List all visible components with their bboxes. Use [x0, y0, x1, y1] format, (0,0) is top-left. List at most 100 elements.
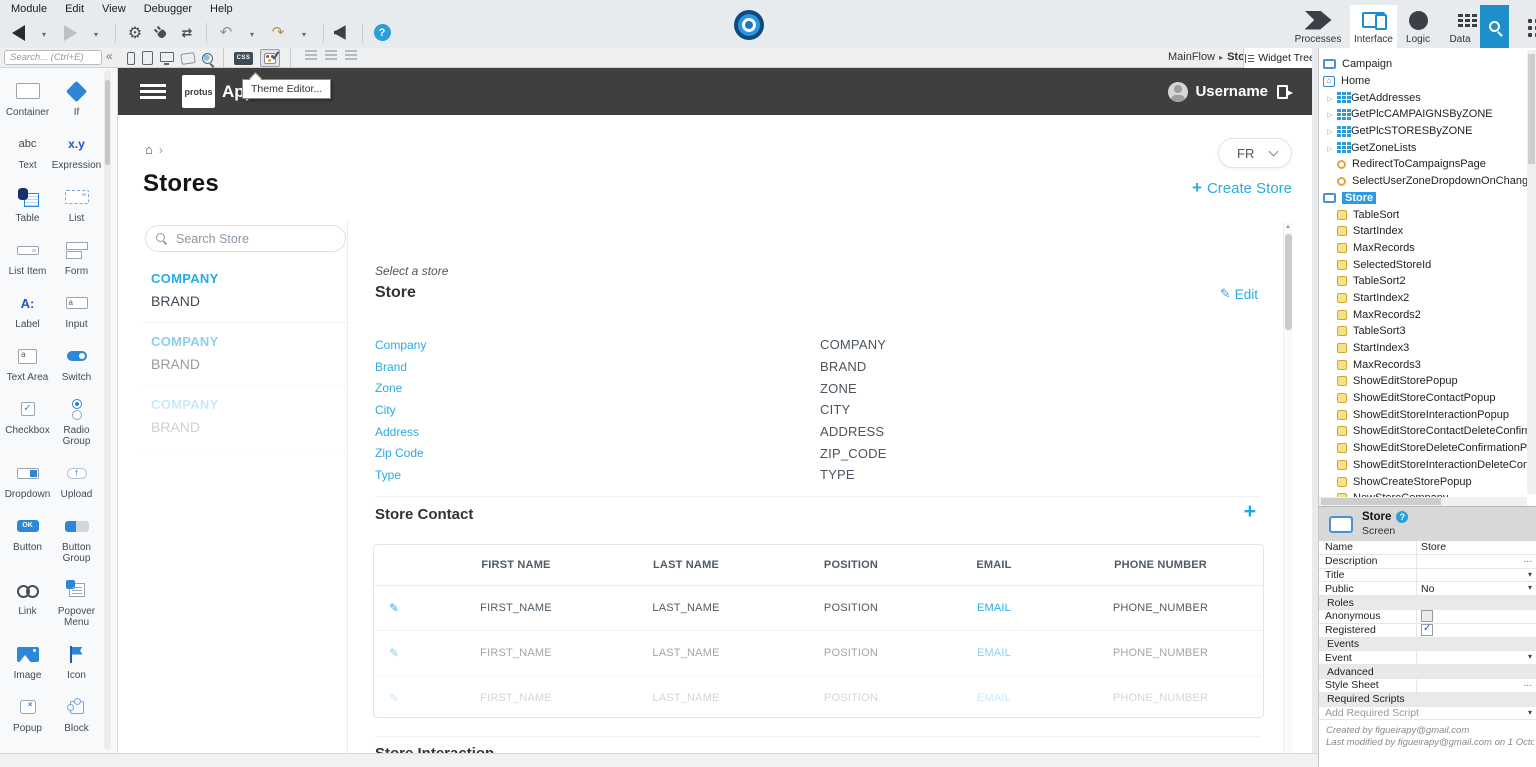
toolbox-item[interactable]: OK Button	[3, 515, 52, 564]
tab-interface[interactable]: Interface	[1350, 5, 1397, 48]
toolbox-item[interactable]: Image	[3, 643, 52, 681]
add-contact-button[interactable]: +	[1243, 500, 1256, 523]
property-value[interactable]	[1416, 623, 1536, 637]
collapse-sidebar-icon[interactable]: «	[106, 49, 113, 63]
tree-item[interactable]: GetZoneLists	[1319, 139, 1527, 156]
tree-item[interactable]: ShowEditStoreInteractionPopup	[1319, 406, 1527, 423]
tree-item[interactable]: ShowEditStoreContactPopup	[1319, 390, 1527, 407]
toolbox-item[interactable]: x.y Expression	[52, 133, 101, 171]
one-click-publish-button[interactable]	[734, 10, 764, 40]
store-list-item[interactable]: COMPANY BRAND	[143, 386, 347, 449]
property-value[interactable]: Store	[1416, 541, 1536, 554]
redo-history-dropdown[interactable]	[294, 22, 314, 44]
app-switcher-button[interactable]	[1512, 5, 1536, 48]
toolbox-item[interactable]: A: Label	[3, 292, 52, 331]
theme-editor-button[interactable]	[260, 49, 280, 67]
tree-item[interactable]: GetAddresses	[1319, 89, 1527, 106]
tree-item[interactable]: StartIndex	[1319, 223, 1527, 240]
tree-item[interactable]: SelectUserZoneDropdownOnChange	[1319, 173, 1527, 190]
property-row[interactable]: Style Sheet	[1319, 678, 1536, 693]
tree-item[interactable]: ShowEditStoreInteractionDeleteConfirmati	[1319, 457, 1527, 474]
tree-item[interactable]: TableSort2	[1319, 273, 1527, 290]
forward-button[interactable]	[60, 22, 80, 44]
toolbox-scrollbar[interactable]	[104, 70, 111, 750]
studio-search-input[interactable]	[4, 50, 102, 65]
tree-item[interactable]: ShowEditStoreContactDeleteConfirmationP	[1319, 423, 1527, 440]
tree-vertical-scrollbar[interactable]	[1527, 50, 1536, 494]
expander-icon[interactable]	[1327, 92, 1337, 104]
scrollbar-thumb[interactable]	[1285, 234, 1292, 330]
expander-icon[interactable]	[1327, 125, 1337, 137]
property-value[interactable]	[1416, 609, 1536, 623]
manage-dependencies-button[interactable]	[151, 22, 171, 44]
logout-icon[interactable]	[1277, 84, 1293, 99]
tree-item[interactable]: MaxRecords3	[1319, 356, 1527, 373]
phone-preview-button[interactable]	[127, 49, 135, 67]
scrollbar-thumb[interactable]	[1528, 54, 1535, 164]
tree-item[interactable]: GetPlcSTORESByZONE	[1319, 123, 1527, 140]
menu-item[interactable]: View	[102, 2, 126, 15]
contact-table-row[interactable]: FIRST_NAME LAST_NAME POSITION EMAIL PHON…	[374, 676, 1263, 717]
tab-data[interactable]: Data	[1439, 5, 1481, 48]
create-store-link[interactable]: + Create Store	[1192, 178, 1292, 198]
tablet-preview-button[interactable]	[142, 49, 153, 67]
widget-tree-toggle[interactable]: Widget Tree	[1243, 48, 1317, 68]
contact-email-link[interactable]: EMAIL	[976, 647, 1011, 659]
menu-item[interactable]: Help	[210, 2, 233, 15]
align-left-icon[interactable]	[305, 50, 317, 52]
hamburger-menu-icon[interactable]	[140, 84, 166, 87]
tree-item[interactable]: Store	[1319, 190, 1527, 207]
scrollbar-thumb[interactable]	[1321, 498, 1441, 505]
tree-item[interactable]: TableSort3	[1319, 323, 1527, 340]
scrollbar-thumb[interactable]	[105, 80, 110, 165]
toolbox-item[interactable]: a Text Area	[3, 345, 52, 383]
tab-processes[interactable]: Processes	[1286, 5, 1350, 48]
property-row[interactable]: Add Required Script	[1319, 706, 1536, 721]
menu-item[interactable]: Edit	[65, 2, 85, 15]
rotate-preview-button[interactable]	[180, 49, 196, 67]
property-row[interactable]: Name Store	[1319, 541, 1536, 555]
property-row[interactable]: Advanced	[1319, 665, 1536, 679]
edit-store-link[interactable]: Edit	[1220, 286, 1258, 302]
table-column-header[interactable]: POSITION	[823, 559, 879, 571]
table-column-header[interactable]: EMAIL	[976, 559, 1012, 571]
tree-item[interactable]: StartIndex2	[1319, 290, 1527, 307]
toolbox-item[interactable]: × Popup	[3, 696, 52, 734]
property-value[interactable]	[1416, 568, 1536, 582]
toolbox-item[interactable]: Dropdown	[3, 462, 52, 500]
tree-item[interactable]: GetPlcCAMPAIGNSByZONE	[1319, 106, 1527, 123]
expander-icon[interactable]	[1327, 108, 1337, 120]
property-row[interactable]: Required Scripts	[1319, 692, 1536, 707]
tree-item[interactable]: Home	[1319, 73, 1527, 90]
tree-item[interactable]: ShowEditStoreDeleteConfirmationPopup	[1319, 440, 1527, 457]
breadcrumb-flow[interactable]: MainFlow	[1168, 51, 1216, 63]
toolbox-item[interactable]: If	[52, 80, 101, 118]
tree-item[interactable]: TableSort	[1319, 206, 1527, 223]
property-value[interactable]	[1416, 678, 1536, 692]
store-list-item[interactable]: COMPANY BRAND	[143, 323, 347, 386]
app-logo[interactable]: protus	[182, 75, 215, 108]
help-button[interactable]	[372, 22, 392, 44]
settings-button[interactable]	[125, 22, 145, 44]
live-preview-button[interactable]	[202, 49, 213, 67]
toolbox-item[interactable]: Link	[3, 579, 52, 628]
back-button[interactable]	[8, 22, 28, 44]
language-dropdown[interactable]: FR	[1218, 138, 1292, 168]
edit-contact-icon[interactable]	[389, 648, 399, 660]
undo-history-dropdown[interactable]	[242, 22, 262, 44]
edit-contact-icon[interactable]	[389, 603, 399, 615]
tree-item[interactable]: ShowEditStorePopup	[1319, 373, 1527, 390]
tree-item[interactable]: MaxRecords	[1319, 240, 1527, 257]
toolbox-item[interactable]: Radio Group	[52, 398, 101, 447]
property-value[interactable]: No	[1416, 582, 1536, 596]
property-row[interactable]: Event	[1319, 651, 1536, 666]
global-search-button[interactable]	[1480, 5, 1509, 48]
tree-horizontal-scrollbar[interactable]	[1319, 497, 1527, 506]
property-checkbox[interactable]	[1421, 624, 1433, 637]
css-editor-button[interactable]: CSS	[234, 51, 253, 65]
toolbox-item[interactable]: a Input	[52, 292, 101, 330]
property-row[interactable]: Roles	[1319, 596, 1536, 610]
undo-button[interactable]	[216, 22, 236, 44]
property-checkbox[interactable]	[1421, 610, 1433, 623]
tree-item[interactable]: MaxRecords2	[1319, 306, 1527, 323]
